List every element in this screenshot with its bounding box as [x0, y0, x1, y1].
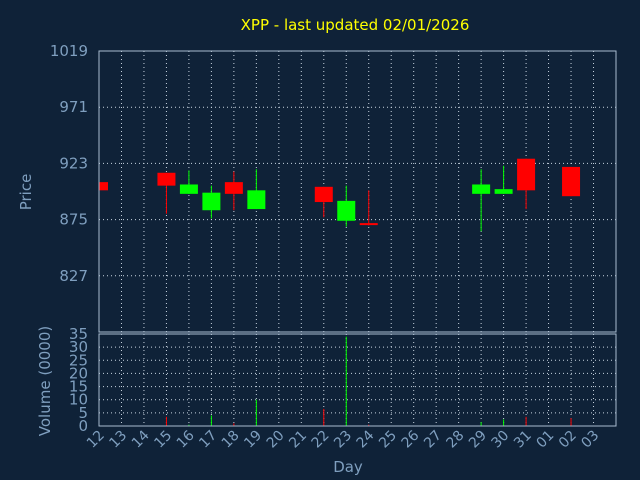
candle-body	[314, 186, 333, 203]
volume-tick-label: 0	[78, 417, 88, 435]
price-candles	[98, 158, 581, 232]
price-y-ticks: 1019 971 923 875 827	[50, 42, 88, 285]
volume-tick-label: 30	[69, 338, 88, 356]
candle-body	[179, 184, 198, 194]
volume-tick-label: 20	[69, 364, 88, 382]
candle-body	[224, 182, 243, 194]
candle-body	[472, 184, 491, 194]
volume-tick-label: 15	[69, 378, 88, 396]
candle	[179, 170, 198, 194]
day-x-ticks: 1213141516171819202122232425262728293031…	[84, 427, 602, 451]
volume-plot-frame	[98, 333, 617, 427]
price-tick-label: 971	[59, 98, 88, 116]
candle	[494, 165, 513, 194]
candle-body	[157, 172, 176, 186]
price-tick-label: 923	[59, 154, 88, 172]
volume-bars	[98, 336, 572, 426]
candle-body	[359, 223, 378, 226]
candle-body	[99, 182, 108, 191]
price-axis-label: Price	[17, 174, 35, 211]
price-plot-frame	[98, 50, 617, 333]
volume-tick-label: 25	[69, 351, 88, 369]
candle-body	[494, 189, 513, 194]
volume-tick-label: 5	[78, 404, 88, 422]
candle	[247, 169, 266, 210]
candle-body	[337, 200, 356, 221]
candle	[472, 169, 491, 232]
price-tick-label: 827	[59, 267, 88, 285]
candle-body	[202, 192, 221, 211]
candle	[359, 190, 378, 226]
chart-title: XPP - last updated 02/01/2026	[241, 16, 470, 34]
candle-body	[562, 166, 581, 197]
candle	[337, 185, 356, 227]
candle-body	[247, 190, 266, 210]
price-tick-label: 1019	[50, 42, 88, 60]
candle	[562, 166, 581, 197]
candle	[202, 185, 221, 219]
candle	[517, 158, 536, 210]
candle	[224, 171, 243, 211]
candle	[157, 172, 176, 214]
candle	[98, 182, 108, 191]
volume-tick-label: 10	[69, 391, 88, 409]
candle-body	[517, 158, 536, 191]
volume-tick-label: 35	[69, 325, 88, 343]
day-axis-label: Day	[333, 458, 363, 476]
volume-axis-label: Volume (0000)	[36, 326, 54, 436]
price-tick-label: 875	[59, 211, 88, 229]
candle	[314, 186, 333, 218]
